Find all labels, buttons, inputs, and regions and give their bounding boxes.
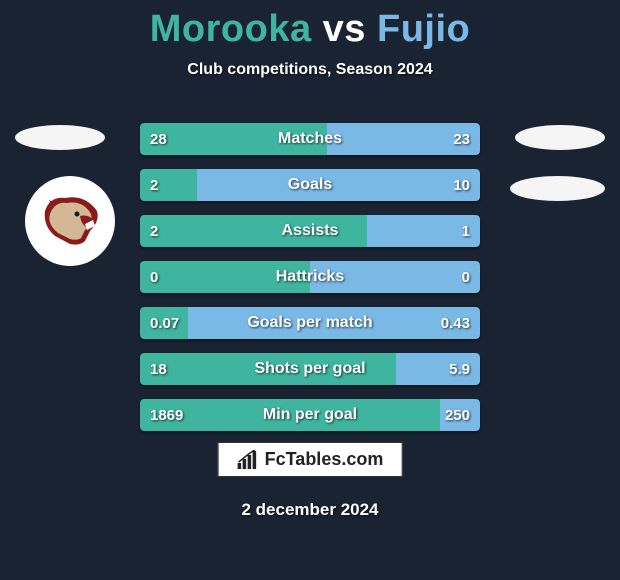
vs-text: vs [323, 8, 366, 50]
stat-row: Matches28 23 [140, 123, 480, 155]
stat-label: Goals per match [140, 307, 480, 339]
stat-label: Matches [140, 123, 480, 155]
stat-label: Shots per goal [140, 353, 480, 385]
coyote-logo-icon [35, 186, 105, 256]
stat-value-left: 0 [140, 261, 168, 293]
stat-value-left: 1869 [140, 399, 193, 431]
stat-row: Min per goal1869250 [140, 399, 480, 431]
stat-row: Goals per match0.07 0.43 [140, 307, 480, 339]
stat-row: Shots per goal18 5.9 [140, 353, 480, 385]
stat-value-right: 10 [443, 169, 480, 201]
date-text: 2 december 2024 [0, 500, 620, 520]
branding-badge: FcTables.com [218, 442, 403, 477]
stat-value-left: 18 [140, 353, 177, 385]
stat-label: Goals [140, 169, 480, 201]
player2-team-placeholder [510, 176, 605, 201]
comparison-bars: Matches2823Goals210Assists21Hattricks00G… [140, 123, 480, 445]
player2-name: Fujio [377, 8, 470, 50]
stat-value-left: 2 [140, 169, 168, 201]
stat-value-right: 0 [452, 261, 480, 293]
player1-avatar-placeholder [15, 125, 105, 150]
branding-text: FcTables.com [265, 449, 384, 470]
stat-value-right: 5.9 [439, 353, 480, 385]
stat-row: Assists2 1 [140, 215, 480, 247]
page-title: Morooka vs Fujio [0, 0, 620, 51]
player1-team-logo [25, 176, 115, 266]
stat-row: Hattricks0 0 [140, 261, 480, 293]
stat-value-left: 2 [140, 215, 168, 247]
stat-value-left: 0.07 [140, 307, 189, 339]
stat-value-right: 23 [443, 123, 480, 155]
subtitle: Club competitions, Season 2024 [0, 61, 620, 79]
stat-value-left: 28 [140, 123, 177, 155]
stat-label: Assists [140, 215, 480, 247]
fctables-logo-icon [237, 450, 259, 470]
player1-name: Morooka [150, 8, 312, 50]
player2-avatar-placeholder [515, 125, 605, 150]
stat-label: Hattricks [140, 261, 480, 293]
stat-value-right: 1 [452, 215, 480, 247]
stat-value-right: 250 [435, 399, 480, 431]
stat-value-right: 0.43 [431, 307, 480, 339]
stat-row: Goals2 10 [140, 169, 480, 201]
